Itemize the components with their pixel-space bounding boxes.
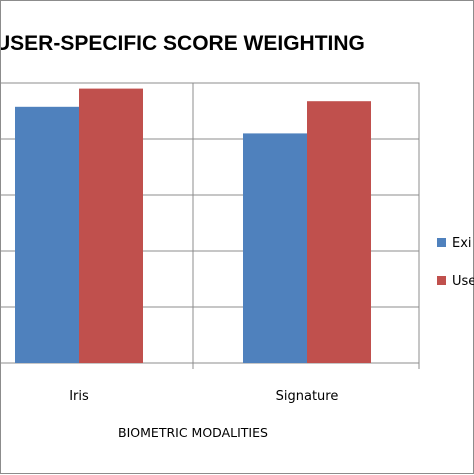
- chart-title: USER-SPECIFIC SCORE WEIGHTING: [1, 32, 365, 55]
- legend-swatch: [437, 276, 446, 285]
- legend-label: Exi: [452, 236, 472, 251]
- x-tick-label: Iris: [69, 389, 89, 404]
- legend: Exi Use: [437, 236, 474, 289]
- bar: [307, 101, 371, 363]
- bar: [243, 133, 307, 363]
- bar: [15, 106, 79, 364]
- bar: [79, 88, 143, 363]
- x-tick-label: Signature: [276, 389, 339, 404]
- plot-area: Iris Signature: [1, 82, 420, 404]
- x-axis-title: BIOMETRIC MODALITIES: [118, 425, 268, 440]
- legend-swatch: [437, 238, 446, 247]
- legend-label: Use: [452, 274, 474, 289]
- plot-border: [1, 82, 420, 364]
